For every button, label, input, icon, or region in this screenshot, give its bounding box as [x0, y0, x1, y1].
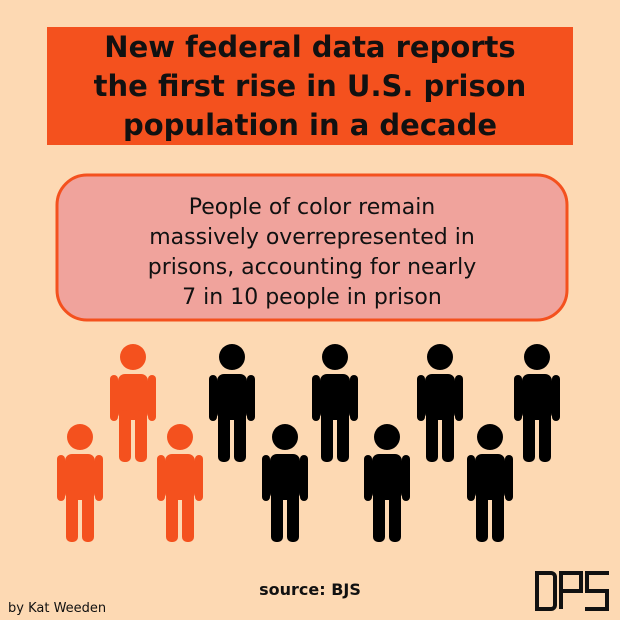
callout-line: People of color remain	[189, 195, 436, 220]
logo	[535, 571, 609, 611]
callout-line: massively overrepresented in	[149, 225, 475, 250]
title-line: New federal data reports	[104, 30, 515, 64]
title-line: the first rise in U.S. prison	[94, 69, 527, 103]
byline: by Kat Weeden	[8, 601, 106, 616]
callout-line: 7 in 10 people in prison	[182, 285, 442, 310]
title-line: population in a decade	[123, 108, 497, 142]
callout-box	[55, 173, 569, 322]
callout-line: prisons, accounting for nearly	[148, 255, 476, 280]
source: source: BJS	[259, 580, 361, 599]
title-box	[47, 27, 573, 145]
